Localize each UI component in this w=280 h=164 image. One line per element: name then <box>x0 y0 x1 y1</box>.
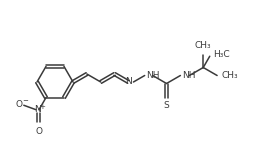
Text: NH: NH <box>182 71 196 80</box>
Text: −: − <box>22 98 28 104</box>
Text: +: + <box>39 104 45 110</box>
Text: N: N <box>125 78 132 86</box>
Text: CH₃: CH₃ <box>221 71 238 80</box>
Text: S: S <box>164 102 169 111</box>
Text: H₃C: H₃C <box>213 50 229 59</box>
Text: O: O <box>16 100 23 109</box>
Text: NH: NH <box>146 71 159 80</box>
Text: O: O <box>36 127 43 136</box>
Text: N: N <box>35 105 41 114</box>
Text: CH₃: CH₃ <box>195 41 212 51</box>
